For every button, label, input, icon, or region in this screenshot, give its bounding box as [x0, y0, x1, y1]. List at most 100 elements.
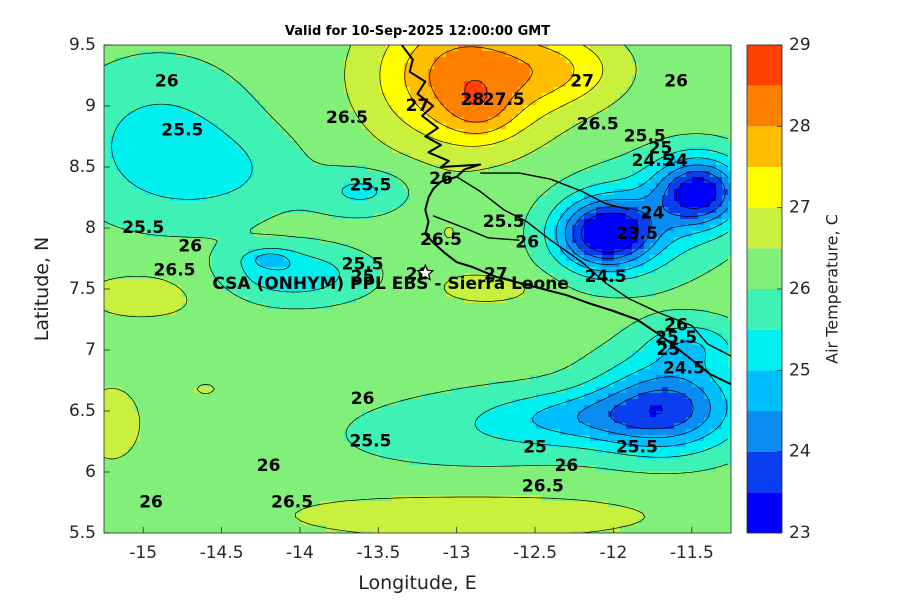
field-cell: [212, 207, 219, 214]
field-cell: [122, 213, 129, 220]
field-cell: [638, 57, 645, 64]
field-cell: [524, 231, 531, 238]
field-cell: [212, 237, 219, 244]
field-cell: [536, 201, 543, 208]
field-cell: [416, 153, 423, 160]
field-cell: [572, 63, 579, 70]
field-cell: [356, 219, 363, 226]
field-cell: [590, 219, 597, 226]
field-cell: [458, 135, 465, 142]
field-cell: [266, 189, 273, 196]
field-cell: [242, 189, 249, 196]
field-cell: [290, 75, 297, 82]
field-cell: [344, 261, 351, 268]
field-cell: [350, 153, 357, 160]
field-cell: [170, 207, 177, 214]
field-cell: [584, 249, 591, 256]
field-cell: [242, 63, 249, 70]
field-cell: [428, 69, 435, 76]
field-cell: [488, 321, 495, 328]
field-cell: [578, 147, 585, 154]
field-cell: [602, 81, 609, 88]
field-cell: [728, 267, 731, 274]
field-cell: [452, 141, 459, 148]
field-cell: [188, 231, 195, 238]
field-cell: [488, 45, 495, 52]
field-cell: [698, 189, 705, 196]
field-cell: [194, 93, 201, 100]
field-cell: [578, 201, 585, 208]
field-cell: [380, 63, 387, 70]
field-cell: [476, 237, 483, 244]
field-cell: [716, 267, 723, 274]
field-cell: [716, 213, 723, 220]
field-cell: [464, 93, 471, 100]
field-cell: [410, 315, 417, 322]
field-cell: [656, 117, 663, 124]
field-cell: [332, 57, 339, 64]
field-cell: [212, 225, 219, 232]
field-cell: [500, 183, 507, 190]
field-cell: [170, 327, 177, 334]
field-cell: [710, 51, 717, 58]
field-cell: [380, 261, 387, 268]
field-cell: [110, 69, 117, 76]
field-cell: [494, 249, 501, 256]
field-cell: [452, 303, 459, 310]
field-cell: [176, 213, 183, 220]
field-cell: [470, 117, 477, 124]
field-cell: [452, 105, 459, 112]
field-cell: [596, 69, 603, 76]
field-cell: [464, 183, 471, 190]
field-cell: [596, 129, 603, 136]
field-cell: [248, 219, 255, 226]
field-cell: [668, 75, 675, 82]
field-cell: [602, 141, 609, 148]
field-cell: [440, 189, 447, 196]
field-cell: [638, 303, 645, 310]
field-cell: [308, 171, 315, 178]
field-cell: [494, 135, 501, 142]
field-cell: [506, 249, 513, 256]
field-cell: [206, 129, 213, 136]
field-cell: [656, 45, 663, 52]
field-cell: [692, 45, 699, 52]
field-cell: [608, 213, 615, 220]
field-cell: [194, 165, 201, 172]
field-cell: [146, 291, 153, 298]
field-cell: [404, 177, 411, 184]
field-cell: [428, 297, 435, 304]
field-cell: [608, 111, 615, 118]
field-cell: [644, 273, 651, 280]
field-cell: [416, 177, 423, 184]
field-cell: [104, 165, 111, 172]
field-cell: [572, 147, 579, 154]
field-cell: [416, 309, 423, 316]
field-cell: [128, 45, 135, 52]
field-cell: [146, 225, 153, 232]
field-cell: [248, 291, 255, 298]
field-cell: [362, 297, 369, 304]
field-cell: [572, 183, 579, 190]
field-cell: [152, 123, 159, 130]
field-cell: [212, 249, 219, 256]
field-cell: [704, 309, 711, 316]
field-cell: [134, 129, 141, 136]
field-cell: [632, 129, 639, 136]
field-cell: [140, 159, 147, 166]
field-cell: [308, 279, 315, 286]
field-cell: [536, 249, 543, 256]
field-cell: [626, 237, 633, 244]
field-cell: [110, 165, 117, 172]
field-cell: [134, 309, 141, 316]
field-cell: [494, 141, 501, 148]
field-cell: [122, 267, 129, 274]
field-cell: [290, 129, 297, 136]
field-cell: [128, 177, 135, 184]
field-cell: [356, 327, 363, 334]
field-cell: [446, 285, 453, 292]
field-cell: [548, 63, 555, 70]
field-cell: [428, 93, 435, 100]
field-cell: [464, 159, 471, 166]
field-cell: [254, 285, 261, 292]
